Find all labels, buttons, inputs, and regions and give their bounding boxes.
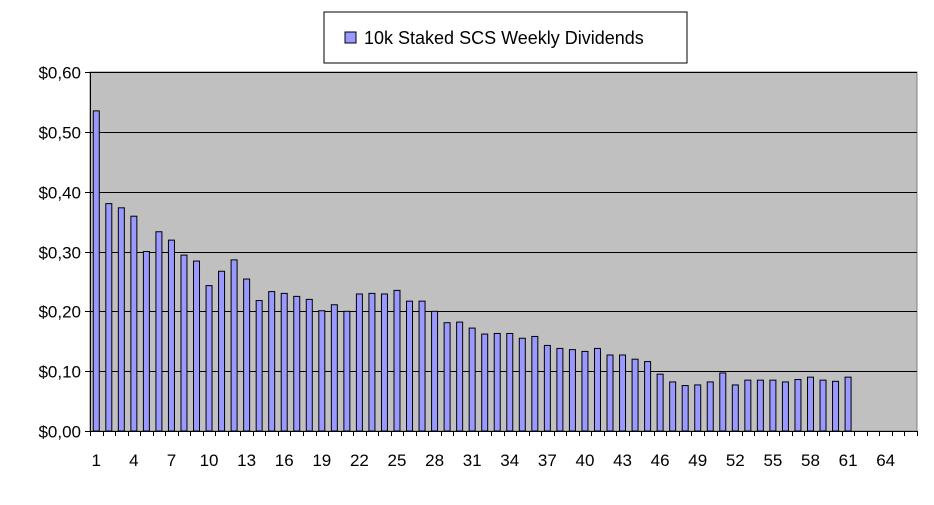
bar-week-45 — [644, 361, 652, 432]
bar-week-51 — [719, 372, 727, 432]
y-tick-label: $0,50 — [38, 124, 81, 143]
x-tick-label: 34 — [500, 451, 519, 470]
bar-week-3 — [117, 207, 125, 432]
x-tick-label: 10 — [200, 451, 219, 470]
bar-week-60 — [832, 380, 840, 432]
bar-week-25 — [393, 289, 401, 432]
x-tick-label: 4 — [129, 451, 138, 470]
bar-week-55 — [769, 379, 777, 432]
bar-week-12 — [230, 259, 238, 432]
legend-swatch — [344, 31, 357, 44]
bar-week-4 — [130, 215, 138, 432]
bar-week-59 — [819, 379, 827, 432]
bar-week-30 — [456, 321, 464, 432]
x-tick-label: 55 — [763, 451, 782, 470]
bar-week-37 — [543, 344, 551, 432]
bar-week-15 — [268, 291, 276, 432]
legend: 10k Staked SCS Weekly Dividends — [323, 11, 688, 64]
bar-week-44 — [631, 358, 639, 432]
plot-area — [89, 71, 918, 432]
bar-week-20 — [330, 304, 338, 432]
bar-week-26 — [406, 300, 414, 432]
bar-week-8 — [180, 254, 188, 432]
bar-week-6 — [155, 231, 163, 432]
bar-week-32 — [481, 333, 489, 432]
bar-week-34 — [506, 332, 514, 432]
bar-week-9 — [193, 260, 201, 432]
bar-week-19 — [318, 310, 326, 432]
x-tick-label: 22 — [350, 451, 369, 470]
x-tick-label: 16 — [275, 451, 294, 470]
bar-week-13 — [243, 278, 251, 432]
y-tick-label: $0,30 — [38, 244, 81, 263]
x-tick-label: 61 — [839, 451, 858, 470]
bar-week-14 — [255, 300, 263, 432]
bar-week-29 — [443, 322, 451, 432]
bar-week-18 — [305, 298, 313, 432]
x-tick-label: 13 — [237, 451, 256, 470]
bar-week-24 — [380, 293, 388, 432]
bar-week-41 — [593, 347, 601, 432]
bar-week-23 — [368, 292, 376, 432]
bar-week-11 — [218, 270, 226, 432]
bar-week-61 — [844, 376, 852, 432]
x-tick-label: 52 — [726, 451, 745, 470]
y-tick-label: $0,10 — [38, 363, 81, 382]
bar-week-47 — [669, 381, 677, 432]
bar-week-46 — [656, 373, 664, 432]
bar-week-43 — [619, 354, 627, 432]
x-tick-label: 1 — [92, 451, 101, 470]
bar-week-5 — [142, 251, 150, 432]
bar-week-39 — [568, 349, 576, 432]
bar-week-17 — [293, 295, 301, 432]
bar-week-56 — [781, 381, 789, 432]
bar-week-27 — [418, 300, 426, 432]
bar-week-50 — [706, 381, 714, 432]
x-tick-label: 37 — [538, 451, 557, 470]
y-tick-label: $0,20 — [38, 303, 81, 322]
bar-week-21 — [343, 310, 351, 432]
bar-week-28 — [431, 310, 439, 432]
bar-week-48 — [681, 385, 689, 432]
bar-week-53 — [744, 379, 752, 432]
y-tick-label: $0,60 — [38, 64, 81, 83]
legend-label: 10k Staked SCS Weekly Dividends — [364, 28, 644, 48]
bar-week-58 — [806, 376, 814, 432]
bar-week-40 — [581, 350, 589, 432]
bar-week-57 — [794, 379, 802, 432]
x-tick-label: 25 — [388, 451, 407, 470]
x-tick-label: 31 — [463, 451, 482, 470]
x-tick-label: 46 — [651, 451, 670, 470]
bar-week-42 — [606, 354, 614, 432]
y-tick-label: $0,40 — [38, 184, 81, 203]
bar-week-16 — [280, 292, 288, 432]
x-tick-label: 28 — [425, 451, 444, 470]
bar-week-33 — [493, 332, 501, 432]
x-tick-label: 64 — [876, 451, 895, 470]
bar-week-54 — [756, 379, 764, 432]
x-tick-label: 49 — [688, 451, 707, 470]
bar-week-7 — [167, 239, 175, 432]
bar-week-22 — [355, 293, 363, 432]
bar-week-10 — [205, 285, 213, 432]
x-tick-label: 58 — [801, 451, 820, 470]
x-tick-label: 19 — [312, 451, 331, 470]
bar-week-36 — [531, 335, 539, 432]
bar-week-38 — [556, 347, 564, 432]
bar-week-2 — [105, 203, 113, 432]
y-tick-label: $0,00 — [38, 423, 81, 442]
x-tick-label: 43 — [613, 451, 632, 470]
legend-box — [323, 11, 688, 64]
bar-week-31 — [468, 327, 476, 432]
bar-week-49 — [694, 384, 702, 432]
x-tick-label: 7 — [167, 451, 176, 470]
bar-week-35 — [518, 337, 526, 432]
bar-week-52 — [731, 384, 739, 432]
x-tick-label: 40 — [575, 451, 594, 470]
bar-week-1 — [92, 110, 100, 432]
